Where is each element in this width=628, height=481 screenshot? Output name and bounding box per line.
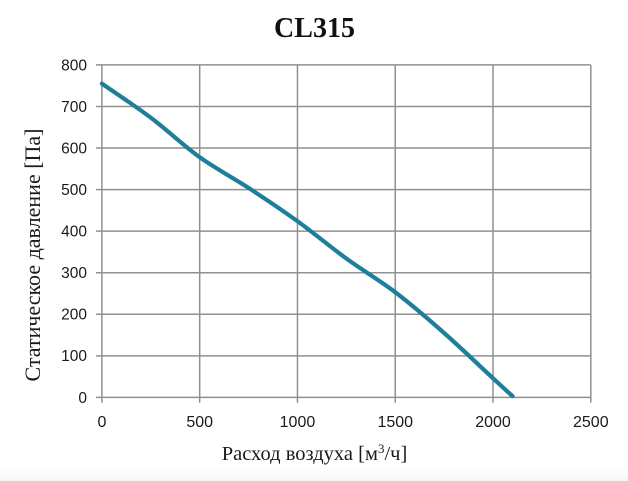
svg-text:2000: 2000 [475, 414, 511, 431]
svg-text:1500: 1500 [377, 414, 413, 431]
svg-text:Статическое давление [Па]: Статическое давление [Па] [20, 128, 45, 381]
svg-text:1000: 1000 [280, 414, 316, 431]
svg-text:CL315: CL315 [274, 13, 355, 44]
svg-text:100: 100 [61, 348, 87, 365]
svg-text:0: 0 [97, 414, 106, 431]
svg-text:600: 600 [61, 140, 87, 157]
svg-text:2500: 2500 [573, 414, 609, 431]
svg-text:0: 0 [78, 390, 87, 407]
svg-text:500: 500 [186, 414, 213, 431]
svg-text:800: 800 [61, 57, 87, 74]
svg-text:200: 200 [61, 307, 87, 324]
svg-text:700: 700 [61, 99, 87, 116]
svg-text:500: 500 [61, 182, 87, 199]
svg-text:Расход воздуха [м3/ч]: Расход воздуха [м3/ч] [222, 441, 408, 466]
svg-text:300: 300 [61, 265, 87, 282]
svg-text:400: 400 [61, 224, 87, 241]
